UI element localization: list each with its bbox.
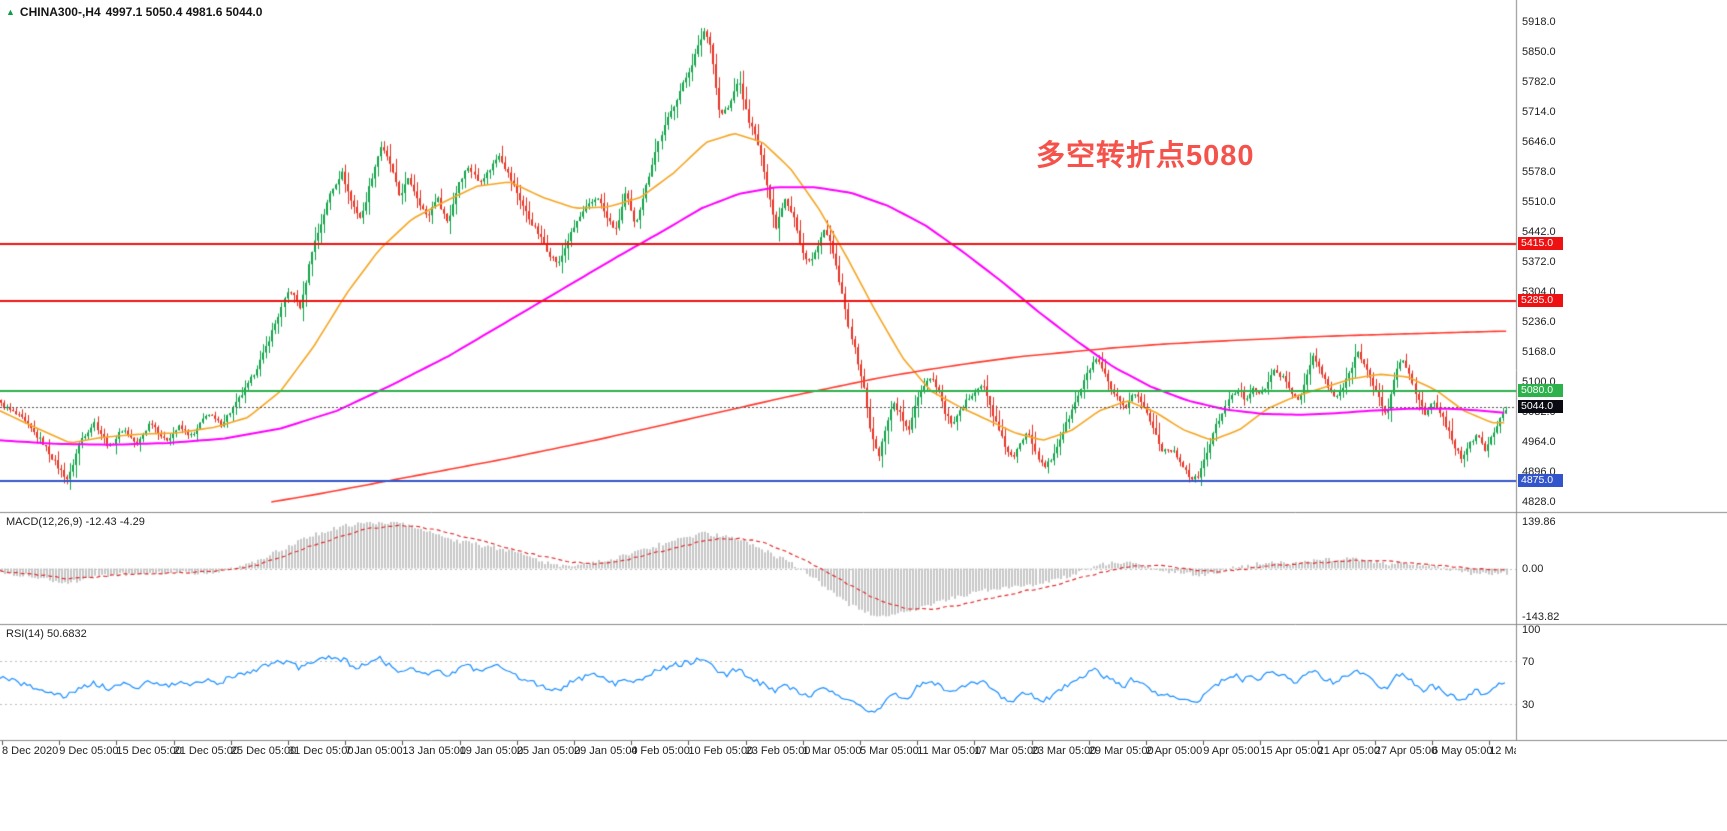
time-tick-label: 23 Feb 05:00: [745, 745, 811, 757]
time-tick-label: 1 Mar 05:00: [802, 745, 862, 757]
time-tick-label: 9 Dec 05:00: [59, 745, 119, 757]
price-tick-label: 4828.0: [1522, 496, 1556, 508]
macd-name: MACD(12,26,9): [6, 516, 83, 528]
ohlc-readout: 4997.1 5050.4 4981.6 5044.0: [105, 5, 263, 19]
time-tick-label: 7 Jan 05:00: [345, 745, 403, 757]
rsi-axis-label: 30: [1522, 698, 1535, 711]
time-tick-label: 31 Dec 05:00: [288, 745, 354, 757]
time-tick-label: 2 Apr 05:00: [1146, 745, 1203, 757]
rsi-axis-label: 70: [1522, 656, 1535, 669]
price-scale[interactable]: 5918.0 5850.0 5782.0 5714.0 5646.0 5578.0 5510…: [1516, 0, 1727, 741]
price-badge: 5285.0: [1518, 293, 1563, 307]
time-tick-label: 9 Apr 05:00: [1203, 745, 1260, 757]
time-tick-label: 13 Jan 05:00: [402, 745, 467, 757]
time-tick-label: 25 Dec 05:00: [230, 745, 297, 757]
time-tick-label: 5 Mar 05:00: [860, 745, 919, 757]
time-tick-label: 15 Apr 05:00: [1260, 745, 1323, 757]
price-tick-label: 5442.0: [1522, 225, 1556, 238]
time-axis[interactable]: 8 Dec 2020 9 Dec 05:00 15 Dec 05:00 21 Dec …: [0, 741, 1516, 763]
time-tick-label: 25 Jan 05:00: [516, 745, 581, 757]
time-tick-label: 27 Apr 05:00: [1374, 745, 1438, 757]
time-tick-label: 8 Dec 2020: [2, 745, 59, 757]
time-tick-label: 19 Jan 05:00: [459, 745, 524, 757]
price-badge: 5080.0: [1518, 384, 1563, 398]
time-tick-label: 29 Jan 05:00: [574, 745, 638, 757]
time-tick-label: 17 Mar 05:00: [974, 745, 1040, 757]
price-tick-label: 5646.0: [1522, 135, 1556, 148]
rsi-name: RSI(14): [6, 628, 44, 640]
time-tick-label: 29 Mar 05:00: [1088, 745, 1154, 757]
rsi-axis-label: 100: [1522, 624, 1541, 636]
macd-axis-label: 139.86: [1522, 515, 1556, 528]
price-tick-label: 5372.0: [1522, 256, 1556, 269]
symbol-period-label: CHINA300-,H4: [19, 5, 101, 19]
macd-signal-value: -4.29: [119, 516, 145, 528]
rsi-indicator-label: RSI(14) 50.6832: [6, 628, 87, 640]
price-tick-label: 5236.0: [1522, 316, 1556, 329]
chart-annotation-text[interactable]: 多空转折点5080: [1036, 140, 1255, 172]
macd-main-value: -12.43: [85, 516, 117, 528]
symbol-header: ▲ CHINA300-,H4 4997.1 5050.4 4981.6 5044…: [6, 5, 262, 19]
time-tick-label: 12 May 05:00: [1489, 745, 1516, 757]
price-tick-label: 5168.0: [1522, 346, 1556, 359]
price-tick-label: 5782.0: [1522, 75, 1556, 88]
price-tick-label: 5578.0: [1522, 165, 1556, 178]
trend-arrow-icon: ▲: [6, 6, 15, 17]
price-badge: 5415.0: [1518, 236, 1563, 250]
macd-axis-label: 0.00: [1522, 562, 1544, 575]
time-tick-label: 6 May 05:00: [1432, 745, 1493, 757]
macd-indicator-label: MACD(12,26,9) -12.43 -4.29: [6, 516, 145, 528]
price-tick-label: 5918.0: [1522, 16, 1556, 28]
time-tick-label: 11 Mar 05:00: [917, 745, 982, 757]
time-tick-label: 4 Feb 05:00: [631, 745, 690, 757]
rsi-value: 50.6832: [46, 628, 87, 640]
price-badge: 4875.0: [1518, 474, 1563, 488]
time-tick-label: 21 Dec 05:00: [173, 745, 240, 757]
time-tick-label: 23 Mar 05:00: [1031, 745, 1097, 757]
price-tick-label: 5714.0: [1522, 105, 1556, 118]
price-badge: 5044.0: [1518, 399, 1563, 413]
price-tick-label: 4964.0: [1522, 436, 1556, 449]
macd-axis-label: -143.82: [1522, 610, 1560, 623]
time-tick-label: 21 Apr 05:00: [1317, 745, 1380, 757]
price-tick-label: 5510.0: [1522, 195, 1556, 208]
time-tick-label: 15 Dec 05:00: [116, 745, 182, 757]
price-tick-label: 5850.0: [1522, 45, 1556, 58]
time-tick-label: 10 Feb 05:00: [688, 745, 754, 757]
